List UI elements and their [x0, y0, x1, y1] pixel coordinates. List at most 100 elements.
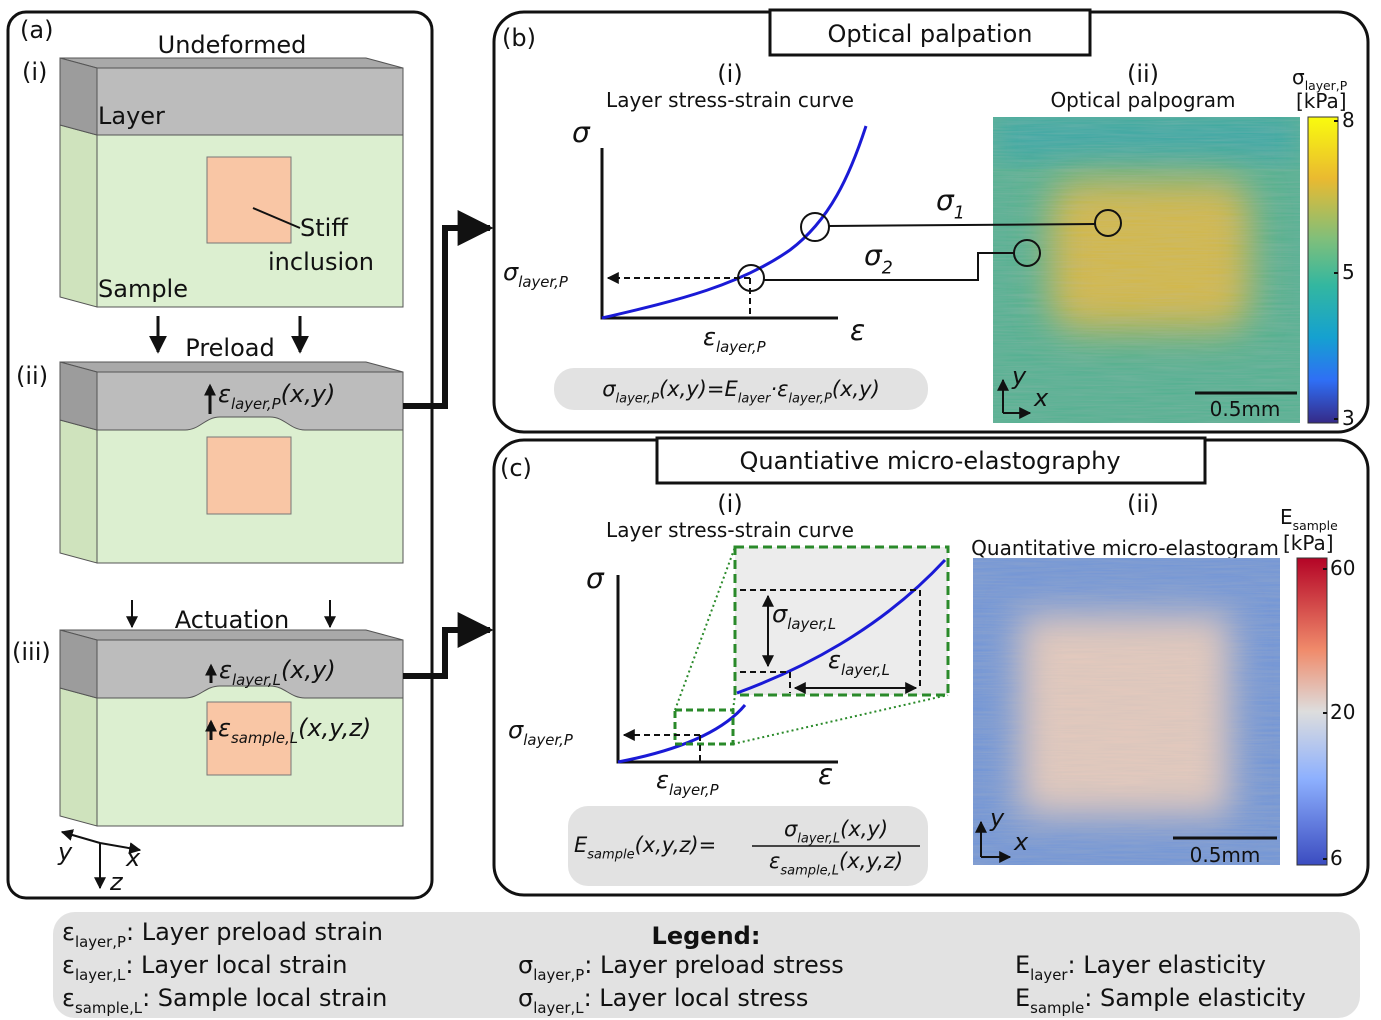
block-top — [60, 58, 403, 68]
panel-label: (b) — [502, 24, 536, 52]
axis-label: y — [1011, 362, 1027, 390]
subscript: layer,L — [232, 671, 281, 689]
zoom-line — [675, 547, 735, 710]
subscript: layer,L — [533, 999, 584, 1017]
subscript: 2 — [882, 258, 893, 278]
stress-label: σlayer,P — [503, 258, 568, 291]
subscript: layer,P — [231, 395, 281, 413]
panel-title: Optical palpation — [828, 20, 1033, 48]
axis-label: σ — [572, 116, 591, 149]
text-segment: (x,y) — [832, 377, 880, 401]
subscript: layer,P — [616, 391, 660, 406]
block-top — [60, 362, 403, 372]
axis-label: x — [1013, 828, 1029, 856]
palpogram-noise — [993, 117, 1300, 423]
text-segment: (x,y,z)= — [635, 833, 717, 857]
axis-label: x — [125, 844, 141, 872]
subscript: layer,P — [669, 781, 719, 799]
legend-desc: : Layer local stress — [584, 984, 809, 1012]
palpogram — [993, 117, 1300, 423]
text-segment: ε — [828, 646, 841, 674]
figure: (a)Undeformed(i)LayerSampleStiffinclusio… — [0, 0, 1381, 1020]
step-label: (iii) — [12, 638, 51, 666]
elastogram — [973, 558, 1280, 865]
sub-label: (i) — [717, 490, 742, 518]
block-side-sample — [60, 688, 97, 826]
text-segment: (x,y) — [281, 380, 336, 408]
text-segment: ε — [219, 656, 232, 684]
text-segment: E — [1015, 984, 1030, 1012]
point-label: σ2 — [864, 239, 893, 278]
subscript: sample,L — [231, 729, 298, 747]
text-segment: (x,y,z) — [298, 714, 371, 742]
panel-title: Quantiative micro-elastography — [739, 447, 1120, 475]
point-label: σ1 — [936, 184, 965, 223]
inclusion — [207, 437, 291, 514]
text-segment: σ — [784, 817, 798, 841]
panel-label: (c) — [500, 454, 532, 482]
inclusion — [207, 157, 291, 243]
text-segment: ε — [218, 714, 231, 742]
colorbar-label: Esample — [1280, 505, 1338, 533]
inclusion-label: Stiff — [300, 214, 348, 242]
colorbar — [1297, 558, 1327, 865]
layer-label: Layer — [98, 102, 165, 130]
legend-desc: : Layer local strain — [125, 951, 347, 979]
zoom-box — [675, 710, 733, 744]
axis-label: y — [57, 838, 73, 866]
axis-label: y — [989, 804, 1005, 832]
scale-label: 0.5mm — [1210, 397, 1281, 421]
block-side-layer — [60, 630, 97, 698]
step-title: Undeformed — [158, 31, 307, 59]
elastogram-noise — [973, 558, 1280, 865]
subscript: layer,P — [533, 966, 584, 984]
legend-desc: : Layer elasticity — [1068, 951, 1266, 979]
text-segment: σ — [864, 239, 883, 272]
colorbar-unit: [kPa] — [1283, 531, 1334, 555]
connector — [403, 630, 490, 676]
colorbar-tick-label: 3 — [1342, 406, 1355, 430]
colorbar-tick-label: 20 — [1330, 700, 1355, 724]
sub-label: (i) — [717, 60, 742, 88]
text-segment: (x,y)=E — [659, 377, 739, 401]
axis-label: x — [1033, 384, 1049, 412]
block-side-layer — [60, 58, 97, 135]
subscript: layer,P — [523, 731, 573, 749]
subscript: layer — [1030, 966, 1068, 984]
scale-label: 0.5mm — [1190, 843, 1261, 867]
legend-desc: : Layer preload stress — [584, 951, 844, 979]
text-segment: ε — [769, 849, 780, 873]
colorbar-unit: [kPa] — [1296, 89, 1347, 113]
colorbar — [1308, 117, 1338, 423]
text-segment: σ — [936, 184, 955, 217]
text-segment: ·ε — [770, 377, 788, 401]
block-side-layer — [60, 362, 97, 430]
strain-label: εlayer,P — [656, 766, 719, 799]
subscript: sample,L — [75, 999, 143, 1017]
text-segment: ε — [218, 380, 231, 408]
subscript: layer,L — [797, 831, 840, 846]
strain-label: εlayer,P — [703, 323, 766, 356]
colorbar-tick-label: 8 — [1342, 108, 1355, 132]
inclusion-label: inclusion — [268, 248, 374, 276]
text-segment: σ — [503, 258, 519, 286]
subscript: layer,P — [716, 338, 766, 356]
subscript: layer,P — [518, 273, 568, 291]
text-segment: E — [574, 833, 588, 857]
text-segment: (x,y) — [281, 656, 336, 684]
subscript: sample — [1030, 999, 1084, 1017]
subscript: sample,L — [780, 863, 839, 878]
text-segment: E — [1280, 505, 1293, 529]
sub-title: Layer stress-strain curve — [606, 88, 854, 112]
sub-label: (ii) — [1127, 60, 1159, 88]
text-segment: (x,y,z) — [839, 849, 903, 873]
subscript: layer,L — [841, 661, 890, 679]
stress-label: σlayer,P — [508, 716, 573, 749]
step-label: (ii) — [16, 362, 48, 390]
text-segment: σ — [772, 600, 788, 628]
text-segment: σ — [518, 951, 533, 979]
legend-desc: : Sample elasticity — [1084, 984, 1306, 1012]
axis-label: ε — [818, 758, 833, 791]
sub-label: (ii) — [1127, 490, 1159, 518]
block-side-sample — [60, 420, 97, 563]
